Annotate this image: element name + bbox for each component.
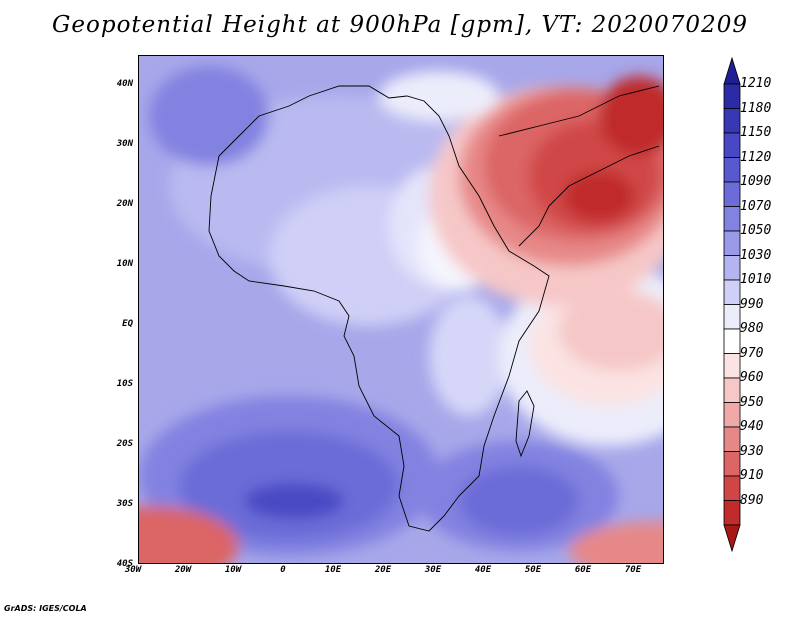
lon-tick-label: 0 xyxy=(280,565,286,575)
map-title: Geopotential Height at 900hPa [gpm], VT:… xyxy=(52,12,748,38)
colorbar-level-label: 960 xyxy=(740,370,764,385)
lon-tick-label: 20E xyxy=(374,565,392,575)
colorbar-segment xyxy=(723,206,741,232)
colorbar-segment xyxy=(723,304,741,330)
colorbar-level-label: 930 xyxy=(740,443,764,459)
lon-tick-label: 60E xyxy=(574,565,592,575)
colorbar-segment xyxy=(723,181,741,207)
colorbar-level-label: 910 xyxy=(740,468,764,483)
colorbar-level-label: 1050 xyxy=(740,223,772,238)
colorbar-level-label: 1030 xyxy=(740,247,772,263)
colorbar-segment xyxy=(723,402,741,428)
map-plot-area xyxy=(138,55,664,564)
colorbar-level-label: 990 xyxy=(740,296,764,312)
lon-tick-label: 10W xyxy=(224,565,242,575)
colorbar-segment xyxy=(723,132,741,158)
lat-tick-label: EQ xyxy=(122,319,133,329)
lat-tick-label: 40N xyxy=(116,79,133,89)
lon-tick-label: 20W xyxy=(174,565,192,575)
colorbar-segment xyxy=(723,451,741,477)
madagascar-outline xyxy=(515,390,535,458)
field-shading xyxy=(139,66,663,563)
colorbar-segment xyxy=(723,377,741,403)
colorbar-segment xyxy=(723,426,741,452)
lon-tick-label: 30W xyxy=(124,565,142,575)
middle-east-coast xyxy=(498,85,660,137)
colorbar-level-label: 1090 xyxy=(740,174,772,189)
lon-tick-label: 50E xyxy=(524,565,542,575)
colorbar-level-label: 950 xyxy=(740,394,764,410)
coastlines xyxy=(208,85,660,532)
colorbar-level-label: 890 xyxy=(740,492,764,508)
lon-tick-label: 40E xyxy=(474,565,492,575)
lat-tick-label: 30S xyxy=(116,499,133,509)
colorbar-level-label: 1180 xyxy=(740,100,772,116)
lat-tick-label: 40S xyxy=(116,559,133,569)
colorbar-level-label: 970 xyxy=(740,345,764,361)
colorbar-segment xyxy=(723,353,741,379)
lon-tick-label: 70E xyxy=(624,565,642,575)
lon-tick-label: 30E xyxy=(424,565,442,575)
colorbar-bottom-arrow xyxy=(723,524,741,553)
lat-tick-label: 20S xyxy=(116,439,133,449)
grads-credit: GrADS: IGES/COLA xyxy=(4,604,87,613)
lon-tick-label: 10E xyxy=(324,565,342,575)
colorbar-segment xyxy=(723,108,741,134)
colorbar-segment xyxy=(723,230,741,256)
lat-tick-label: 20N xyxy=(116,199,133,209)
map-field xyxy=(139,56,663,563)
colorbar-segment xyxy=(723,279,741,305)
colorbar-segment xyxy=(723,157,741,183)
colorbar-level-label: 940 xyxy=(740,419,764,434)
colorbar-level-label: 1120 xyxy=(740,149,772,165)
lat-tick-label: 30N xyxy=(116,139,133,149)
lat-tick-label: 10N xyxy=(116,259,133,269)
colorbar-segment xyxy=(723,500,741,526)
lat-tick-label: 10S xyxy=(116,379,133,389)
colorbar-segment xyxy=(723,475,741,501)
colorbar-segment xyxy=(723,328,741,354)
colorbar-level-label: 1150 xyxy=(740,125,772,140)
colorbar-segment xyxy=(723,255,741,281)
colorbar xyxy=(723,56,741,553)
africa-outline xyxy=(208,85,550,532)
colorbar-level-label: 1210 xyxy=(740,76,772,91)
arabia-coast xyxy=(518,145,660,247)
colorbar-segment xyxy=(723,83,741,109)
colorbar-level-label: 1070 xyxy=(740,198,772,214)
colorbar-level-label: 1010 xyxy=(740,272,772,287)
colorbar-level-label: 980 xyxy=(740,321,764,336)
colorbar-top-arrow xyxy=(723,56,741,85)
